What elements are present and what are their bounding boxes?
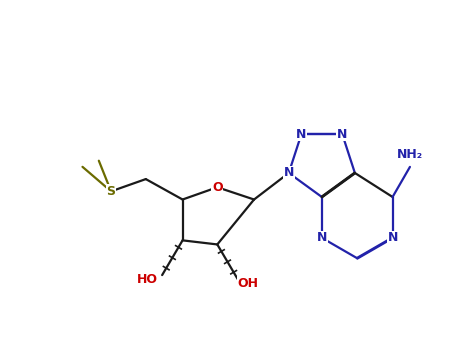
Text: N: N <box>283 167 294 180</box>
Text: N: N <box>387 231 398 244</box>
Text: NH₂: NH₂ <box>397 148 423 161</box>
Text: O: O <box>212 181 222 194</box>
Text: S: S <box>106 185 116 198</box>
Text: HO: HO <box>137 273 158 286</box>
Text: N: N <box>296 128 307 141</box>
Text: N: N <box>317 231 327 244</box>
Text: OH: OH <box>238 277 258 290</box>
Text: N: N <box>337 128 348 141</box>
